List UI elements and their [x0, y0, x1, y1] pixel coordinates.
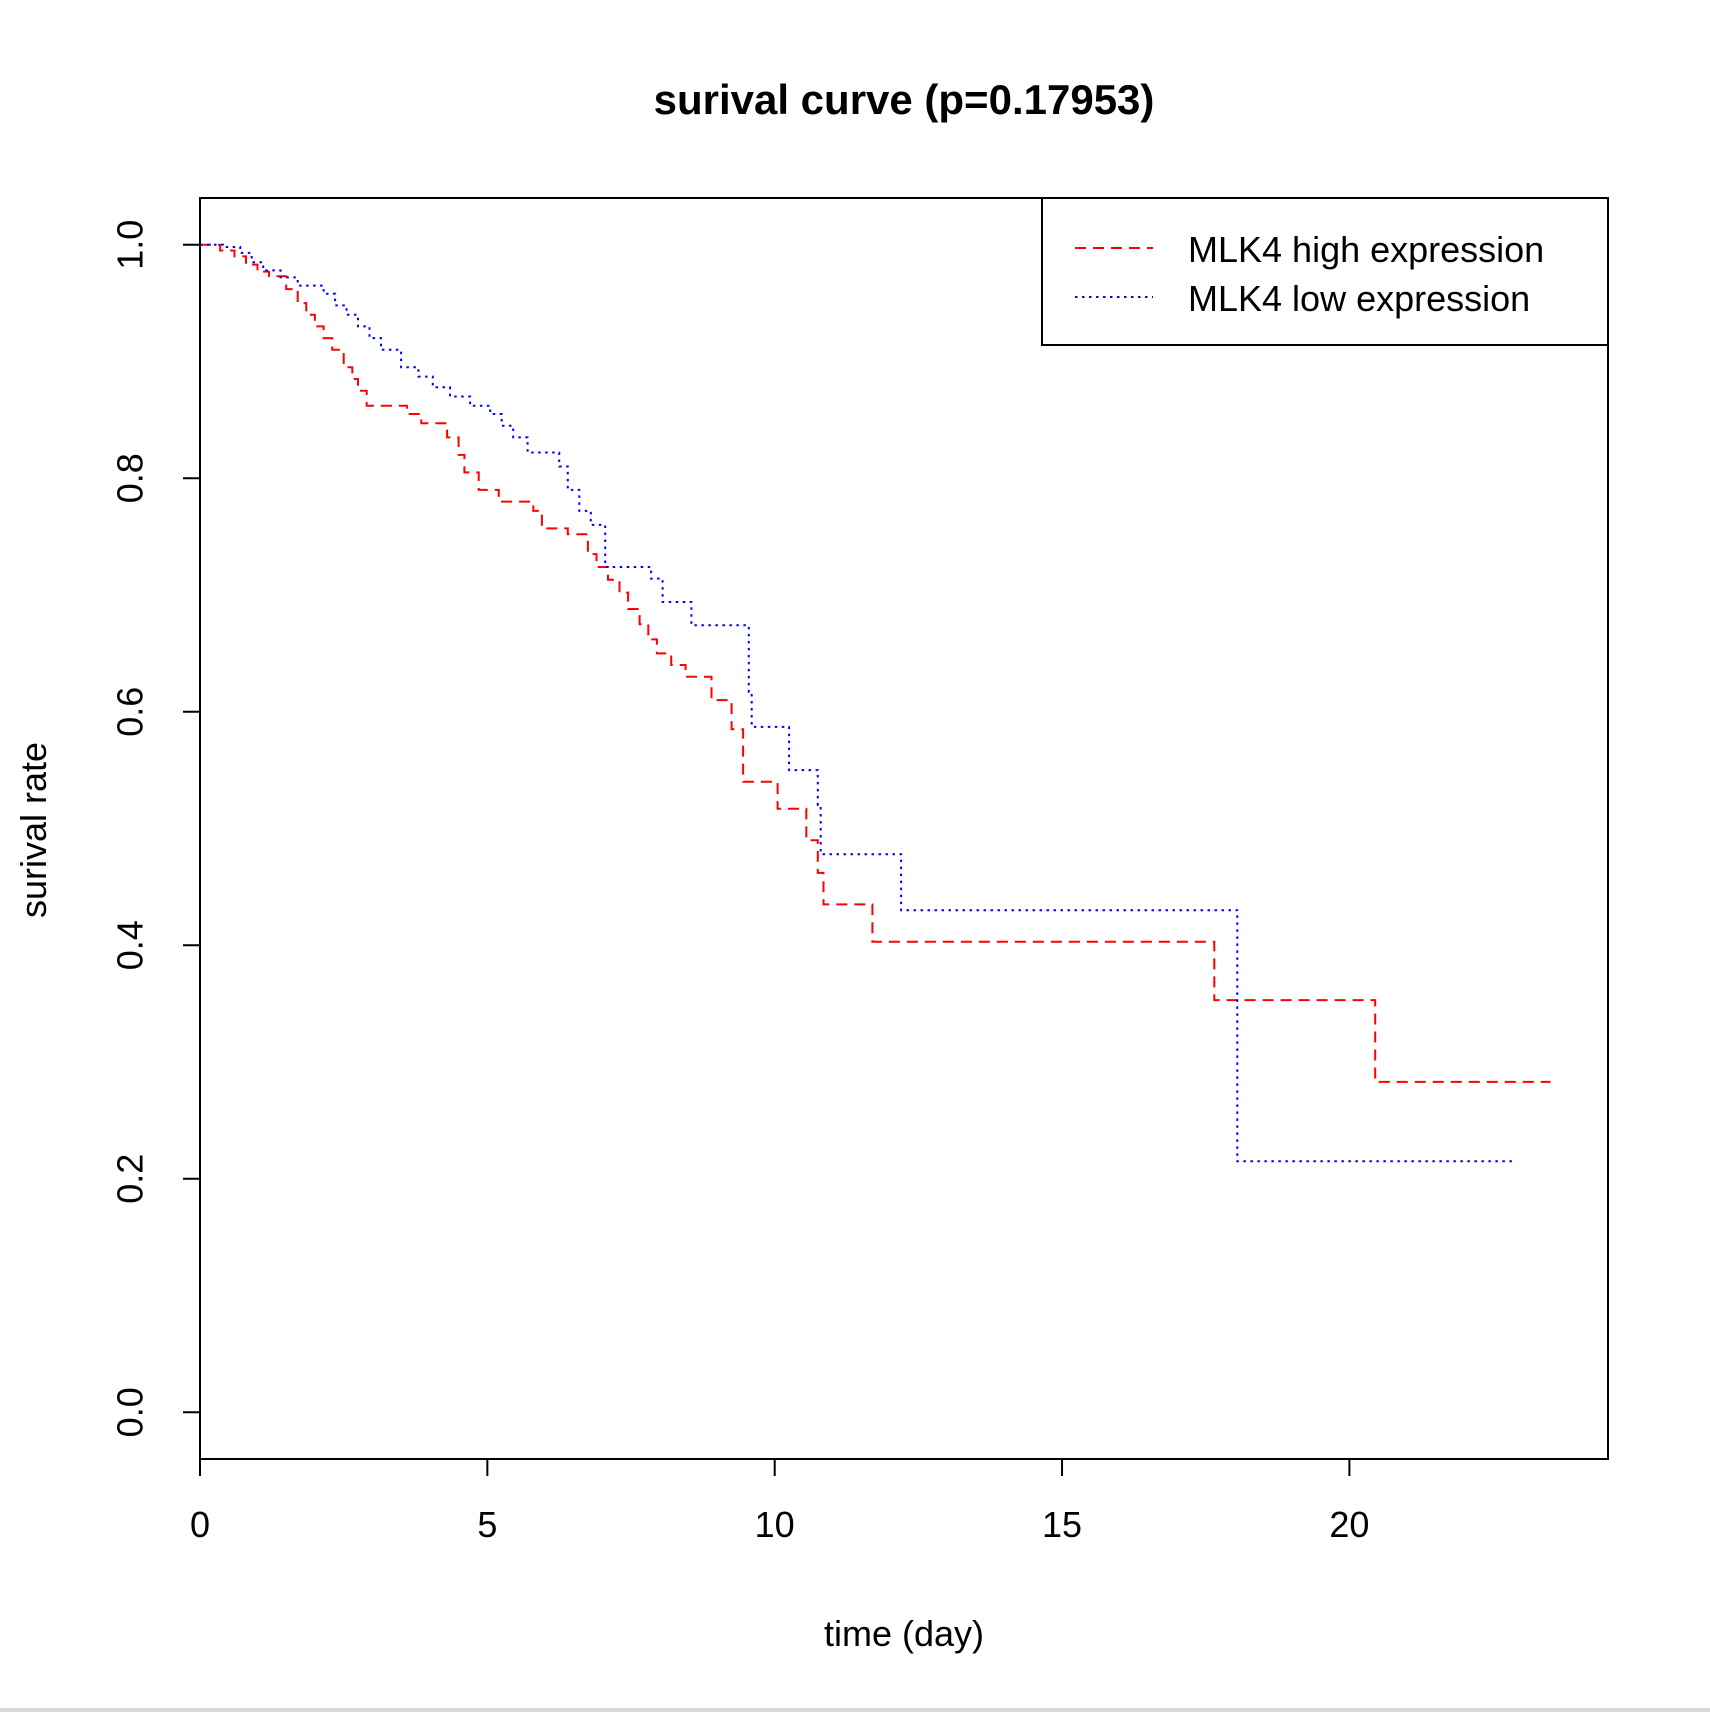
- x-axis-label: time (day): [824, 1613, 984, 1654]
- plot-frame: [199, 197, 1609, 1460]
- x-tick-label-0: 0: [190, 1504, 210, 1545]
- x-tick-label-15: 15: [1042, 1504, 1082, 1545]
- chart-title: surival curve (p=0.17953): [654, 76, 1155, 123]
- y-axis-label: surival rate: [13, 742, 54, 918]
- y-tick-label-1.0: 1.0: [110, 220, 151, 270]
- series-line-low-expression: [200, 243, 1516, 1163]
- y-tick-label-0.0: 0.0: [110, 1387, 151, 1437]
- legend-box: [1041, 197, 1609, 346]
- y-tick-label-0.2: 0.2: [110, 1154, 151, 1204]
- x-tick-label-10: 10: [755, 1504, 795, 1545]
- legend: MLK4 high expression MLK4 low expression: [1041, 197, 1609, 346]
- x-tick-label-5: 5: [477, 1504, 497, 1545]
- legend-label-high-expression: MLK4 high expression: [1188, 229, 1544, 270]
- series-line-high-expression: [200, 243, 1551, 1083]
- x-axis-ticks: 0 5 10 15 20: [190, 1459, 1369, 1545]
- y-tick-label-0.4: 0.4: [110, 920, 151, 970]
- y-axis-ticks: 0.0 0.2 0.4 0.6 0.8 1.0: [110, 220, 200, 1437]
- survival-series: [200, 243, 1551, 1163]
- bottom-divider: [0, 1708, 1710, 1712]
- x-tick-label-20: 20: [1329, 1504, 1369, 1545]
- y-tick-label-0.8: 0.8: [110, 453, 151, 503]
- legend-label-low-expression: MLK4 low expression: [1188, 278, 1530, 319]
- y-tick-label-0.6: 0.6: [110, 687, 151, 737]
